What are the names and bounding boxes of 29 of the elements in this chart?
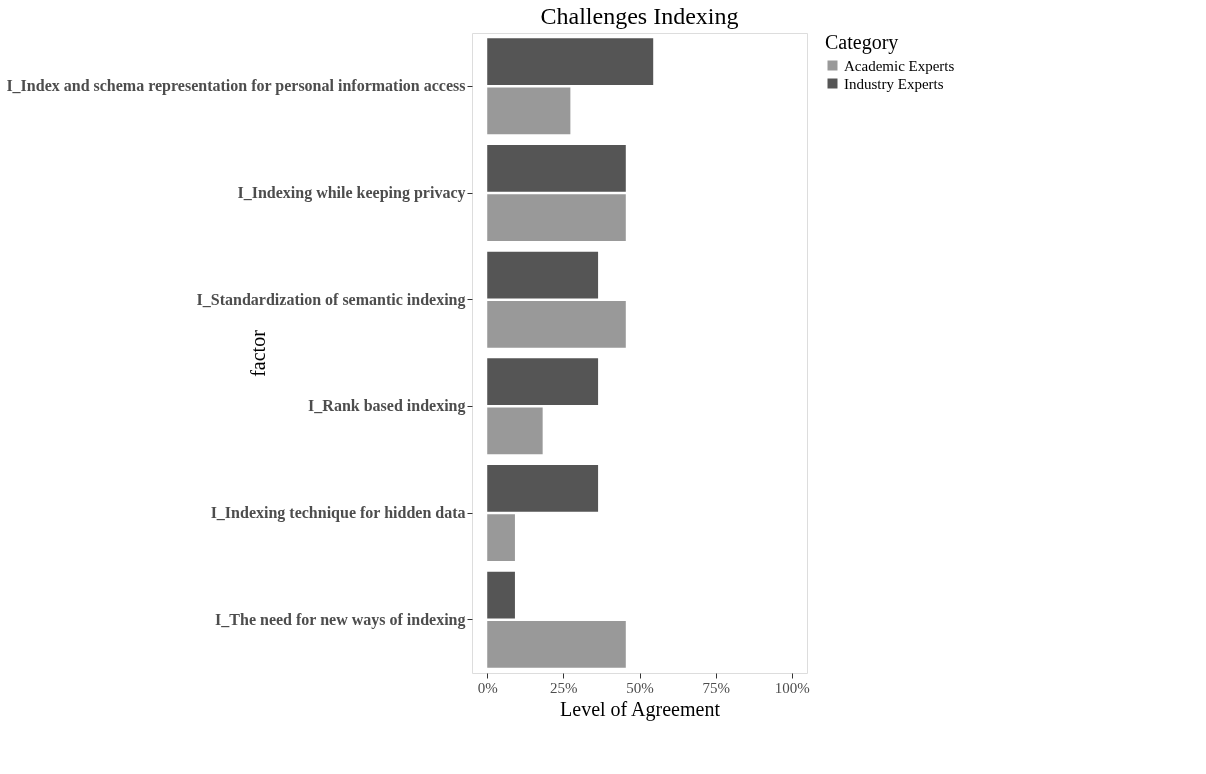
bar [487, 145, 626, 192]
y-tick-label: I_Indexing while keeping privacy [237, 184, 466, 202]
bar [487, 38, 654, 86]
x-tick-label: 0% [477, 679, 498, 696]
y-tick-label: I_Index and schema representation for personal information access [6, 77, 466, 96]
legend-title: Category [825, 31, 899, 54]
bar [487, 620, 626, 668]
x-tick-label: 100% [774, 679, 810, 696]
x-axis-title: Level of Agreement [560, 697, 721, 721]
y-tick-label: I_Standardization of semantic indexing [196, 290, 466, 309]
bar [487, 300, 626, 348]
legend-label: Academic Experts [844, 57, 955, 74]
bar [487, 571, 515, 619]
bar [487, 514, 515, 561]
bar [487, 407, 543, 455]
bar [487, 465, 599, 512]
y-tick-label: I_Rank based indexing [308, 397, 466, 416]
bar [487, 194, 626, 241]
y-tick-label: I_Indexing technique for hidden data [210, 504, 466, 522]
y-tick-label: I_The need for new ways of indexing [215, 610, 466, 629]
x-tick-label: 50% [626, 679, 654, 696]
chart-title: Challenges Indexing [540, 3, 739, 29]
bar [487, 87, 571, 135]
bar [487, 358, 599, 406]
bar [487, 251, 599, 299]
y-axis-title: factor [246, 329, 269, 377]
legend-label: Industry Experts [844, 75, 944, 92]
x-tick-label: 25% [550, 679, 578, 696]
x-tick-label: 75% [702, 679, 730, 696]
